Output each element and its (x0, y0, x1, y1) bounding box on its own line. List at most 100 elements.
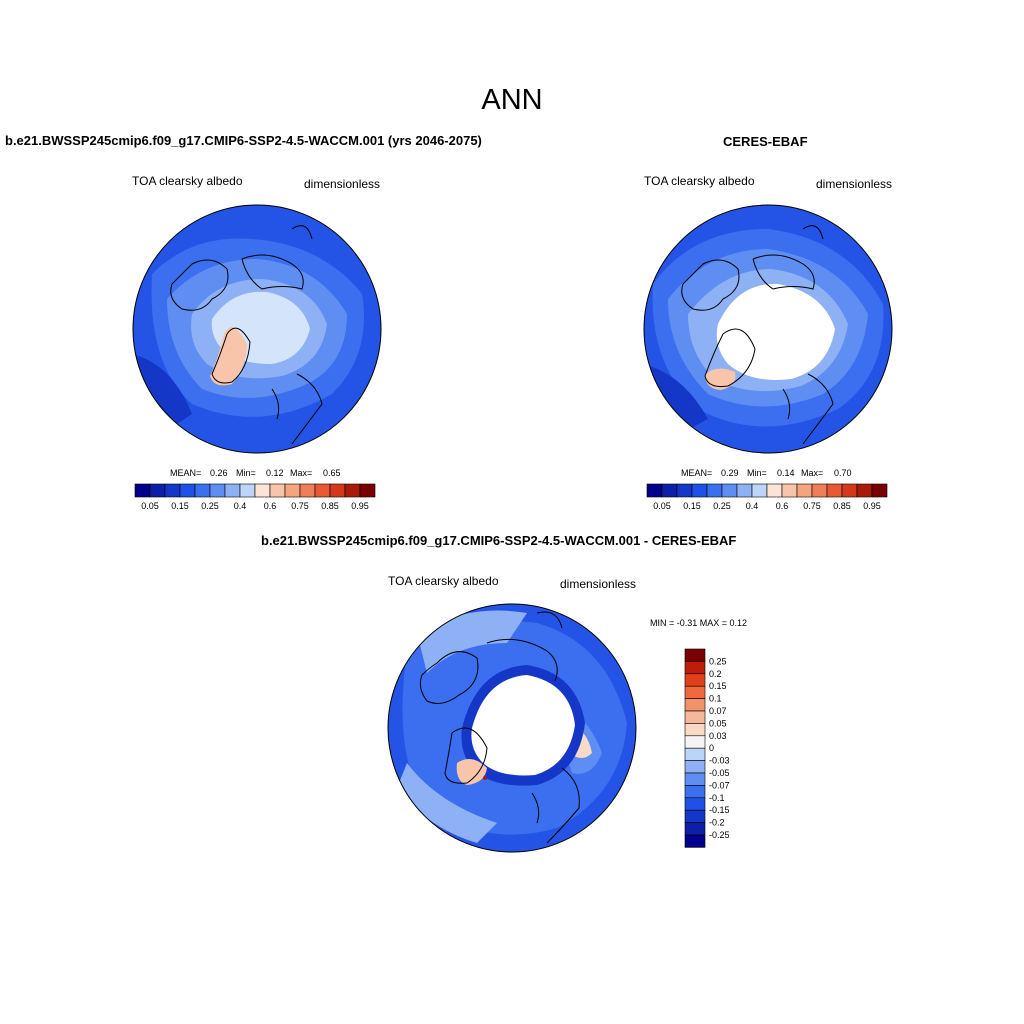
diff-colorbar-swatch (684, 698, 706, 712)
obs-colorbar: 0.05 0.15 0.25 0.4 0.6 0.75 0.85 0.95 (646, 483, 888, 511)
obs-colorbar-swatch (661, 483, 678, 498)
model-colorbar-tick-label: 0.15 (171, 501, 189, 511)
diff-colorbar-tick-label: 0.07 (709, 706, 727, 716)
diff-colorbar-swatch (684, 723, 706, 737)
model-max-label: Max= (290, 468, 313, 478)
model-units-label: dimensionless (304, 177, 381, 191)
diff-colorbar-tick-label: 0 (709, 743, 714, 753)
obs-min-value: 0.14 (777, 468, 795, 478)
diff-colorbar-swatch (684, 760, 706, 774)
obs-colorbar-swatch (736, 483, 753, 498)
diff-colorbar-tick-label: -0.2 (709, 818, 725, 828)
obs-colorbar-swatch (706, 483, 723, 498)
obs-colorbar-swatch (646, 483, 663, 498)
diff-colorbar-swatch (684, 809, 706, 823)
obs-max-label: Max= (801, 468, 824, 478)
obs-colorbar-swatch (751, 483, 768, 498)
diff-colorbar-tick-label: -0.07 (709, 780, 730, 790)
model-mean-value: 0.26 (210, 468, 228, 478)
model-colorbar-tick-label: 0.85 (321, 501, 339, 511)
model-colorbar-swatch (179, 483, 196, 498)
model-colorbar-swatch (224, 483, 241, 498)
obs-panel-title: CERES-EBAF (723, 134, 808, 149)
model-colorbar-swatch (284, 483, 301, 498)
model-colorbar-swatch (299, 483, 316, 498)
model-variable-label: TOA clearsky albedo (132, 174, 243, 188)
diff-colorbar-swatch (684, 822, 706, 836)
diff-colorbar-tick-label: 0.15 (709, 681, 727, 691)
model-colorbar-swatch (329, 483, 346, 498)
obs-colorbar-swatch (841, 483, 858, 498)
obs-colorbar-swatch (826, 483, 843, 498)
obs-colorbar-tick-label: 0.85 (833, 501, 851, 511)
model-colorbar-swatch (194, 483, 211, 498)
obs-colorbar-swatch (676, 483, 693, 498)
diff-colorbar-swatch (684, 685, 706, 699)
obs-colorbar-tick-label: 0.15 (683, 501, 701, 511)
figure-title: ANN (481, 84, 543, 116)
obs-colorbar-tick-label: 0.4 (746, 501, 759, 511)
diff-colorbar-tick-label: 0.05 (709, 718, 727, 728)
model-colorbar: 0.05 0.15 0.25 0.4 0.6 0.75 0.85 0.95 (134, 483, 376, 511)
model-colorbar-swatch (239, 483, 256, 498)
diff-colorbar-tick-label: -0.05 (709, 768, 730, 778)
diff-colorbar-swatch (684, 648, 706, 662)
obs-max-value: 0.70 (834, 468, 852, 478)
model-colorbar-swatch (314, 483, 331, 498)
diff-colorbar-swatch (684, 785, 706, 799)
obs-colorbar-tick-label: 0.95 (863, 501, 881, 511)
obs-colorbar-swatch (691, 483, 708, 498)
model-polar-map (132, 204, 382, 454)
model-mean-label: MEAN= (170, 468, 202, 478)
obs-colorbar-swatch (856, 483, 873, 498)
diff-units-label: dimensionless (560, 577, 637, 591)
diff-colorbar-tick-label: 0.03 (709, 731, 727, 741)
diff-colorbar-tick-label: -0.15 (709, 805, 730, 815)
model-colorbar-tick-label: 0.75 (291, 501, 309, 511)
obs-units-label: dimensionless (816, 177, 893, 191)
model-colorbar-tick-label: 0.6 (264, 501, 277, 511)
model-colorbar-swatch (134, 483, 151, 498)
diff-colorbar-swatch (684, 834, 706, 848)
obs-colorbar-tick-label: 0.75 (803, 501, 821, 511)
diff-colorbar-swatch (684, 710, 706, 724)
model-colorbar-swatch (344, 483, 361, 498)
obs-mean-value: 0.29 (721, 468, 739, 478)
model-colorbar-swatch (149, 483, 166, 498)
obs-polar-map (643, 204, 893, 454)
model-colorbar-tick-label: 0.95 (351, 501, 369, 511)
obs-colorbar-swatch (796, 483, 813, 498)
diff-panel-title: b.e21.BWSSP245cmip6.f09_g17.CMIP6-SSP2-4… (261, 533, 737, 548)
obs-colorbar-swatch (781, 483, 798, 498)
obs-colorbar-swatch (811, 483, 828, 498)
diff-colorbar-tick-label: 0.25 (709, 656, 727, 666)
model-colorbar-swatch (269, 483, 286, 498)
model-colorbar-swatch (164, 483, 181, 498)
diff-colorbar-swatch (684, 772, 706, 786)
model-min-label: Min= (236, 468, 256, 478)
obs-colorbar-swatch (766, 483, 783, 498)
diff-colorbar-swatch (684, 797, 706, 811)
model-colorbar-tick-label: 0.25 (201, 501, 219, 511)
obs-min-label: Min= (747, 468, 767, 478)
model-panel-title: b.e21.BWSSP245cmip6.f09_g17.CMIP6-SSP2-4… (5, 133, 482, 148)
model-colorbar-swatch (209, 483, 226, 498)
obs-colorbar-tick-label: 0.6 (776, 501, 789, 511)
diff-colorbar-tick-label: -0.1 (709, 793, 725, 803)
diff-colorbar-swatch (684, 661, 706, 675)
obs-colorbar-swatch (721, 483, 738, 498)
diff-minmax-label: MIN = -0.31 MAX = 0.12 (650, 618, 748, 628)
model-colorbar-swatch (254, 483, 271, 498)
diff-colorbar-tick-label: 0.1 (709, 694, 722, 704)
diff-colorbar-tick-label: -0.25 (709, 830, 730, 840)
diff-polar-map (387, 603, 637, 853)
obs-colorbar-tick-label: 0.25 (713, 501, 731, 511)
diff-variable-label: TOA clearsky albedo (388, 574, 499, 588)
model-colorbar-tick-label: 0.4 (234, 501, 247, 511)
diff-colorbar-swatch (684, 747, 706, 761)
obs-colorbar-swatch (871, 483, 888, 498)
obs-colorbar-tick-label: 0.05 (653, 501, 671, 511)
obs-mean-label: MEAN= (681, 468, 713, 478)
model-colorbar-tick-label: 0.05 (141, 501, 159, 511)
model-min-value: 0.12 (266, 468, 284, 478)
